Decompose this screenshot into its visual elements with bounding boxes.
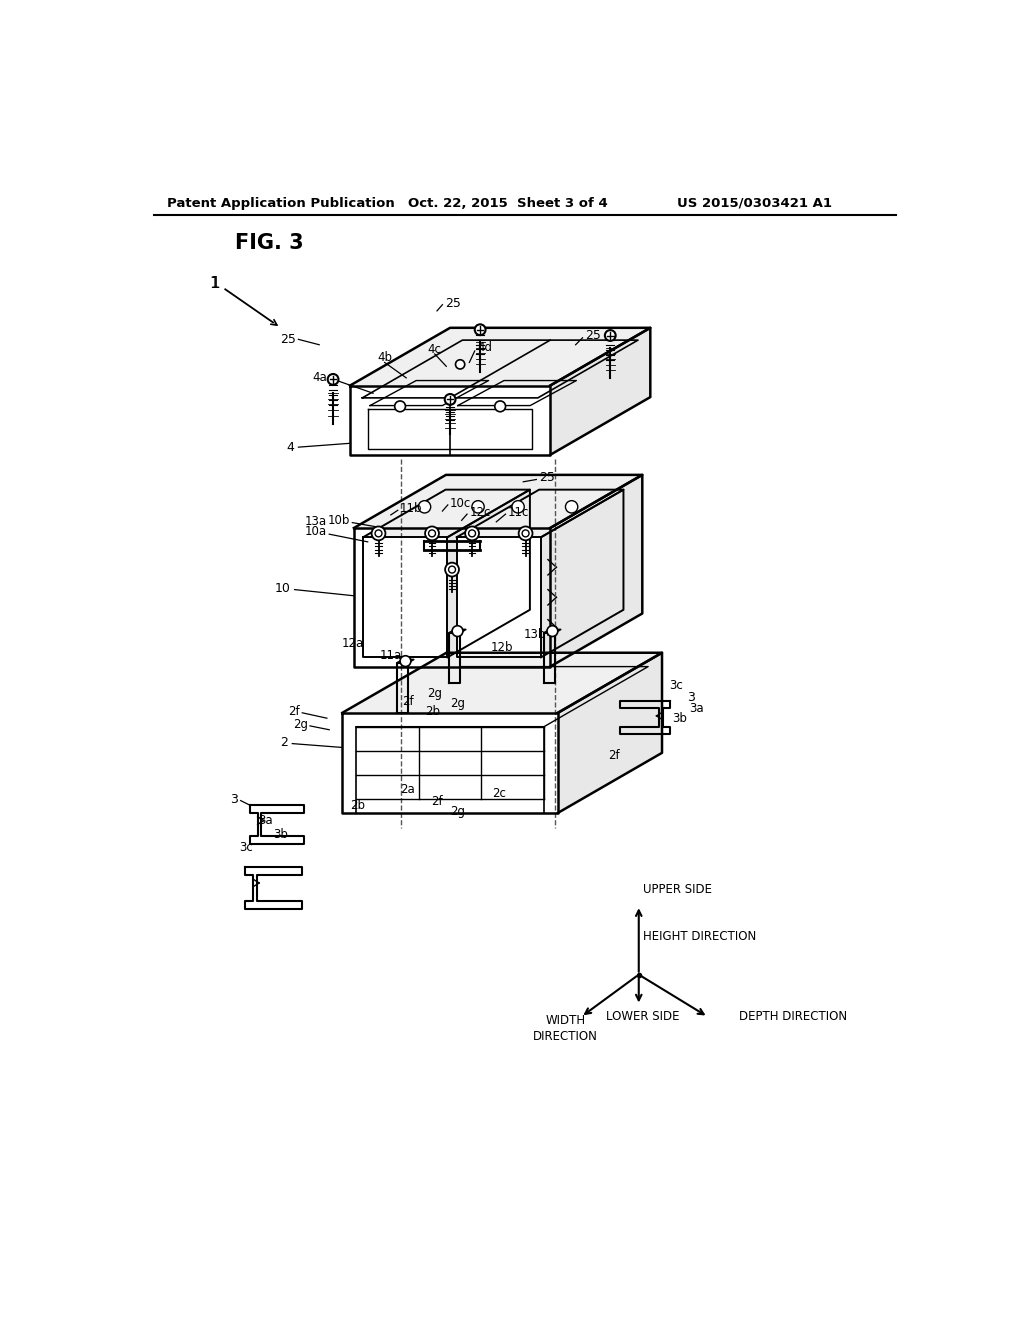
Text: 2: 2 <box>281 735 289 748</box>
Circle shape <box>400 656 411 667</box>
Circle shape <box>429 529 435 537</box>
Circle shape <box>475 325 485 335</box>
Text: 2f: 2f <box>431 795 442 808</box>
Circle shape <box>449 566 456 573</box>
Text: 11c: 11c <box>508 506 529 519</box>
Text: 3c: 3c <box>240 841 253 854</box>
Polygon shape <box>342 713 558 813</box>
Polygon shape <box>541 490 624 657</box>
Polygon shape <box>457 537 541 657</box>
Text: LOWER SIDE: LOWER SIDE <box>606 1010 679 1023</box>
Text: US 2015/0303421 A1: US 2015/0303421 A1 <box>677 197 831 210</box>
Text: HEIGHT DIRECTION: HEIGHT DIRECTION <box>643 929 756 942</box>
Text: 2g: 2g <box>451 805 465 818</box>
Circle shape <box>453 626 463 636</box>
Text: 12a: 12a <box>342 638 364 649</box>
Text: 12c: 12c <box>469 506 490 519</box>
Text: 13b: 13b <box>523 628 546 640</box>
Circle shape <box>444 395 456 405</box>
Text: WIDTH
DIRECTION: WIDTH DIRECTION <box>534 1015 598 1043</box>
Circle shape <box>518 527 532 540</box>
Text: 2g: 2g <box>427 686 442 700</box>
Polygon shape <box>550 475 642 667</box>
Polygon shape <box>354 528 550 667</box>
Text: DEPTH DIRECTION: DEPTH DIRECTION <box>739 1010 847 1023</box>
Text: 12b: 12b <box>490 640 513 653</box>
Circle shape <box>425 527 439 540</box>
Polygon shape <box>550 327 650 455</box>
Polygon shape <box>350 385 550 455</box>
Text: 13a: 13a <box>305 515 327 528</box>
Text: 3a: 3a <box>258 814 272 828</box>
Circle shape <box>419 500 431 513</box>
Text: FIG. 3: FIG. 3 <box>234 234 303 253</box>
Polygon shape <box>350 327 650 385</box>
Text: UPPER SIDE: UPPER SIDE <box>643 883 712 896</box>
Text: 11b: 11b <box>400 502 423 515</box>
Text: 4b: 4b <box>377 351 392 363</box>
Circle shape <box>472 500 484 513</box>
Polygon shape <box>364 537 447 657</box>
Text: Patent Application Publication: Patent Application Publication <box>167 197 394 210</box>
Circle shape <box>469 529 475 537</box>
Circle shape <box>328 374 339 385</box>
Text: 2b: 2b <box>350 799 366 812</box>
Text: 1: 1 <box>211 276 220 292</box>
Text: 4d: 4d <box>477 341 493 354</box>
Text: 1: 1 <box>209 276 218 292</box>
Circle shape <box>522 529 529 537</box>
Text: 2f: 2f <box>402 694 414 708</box>
Text: 4: 4 <box>287 441 295 454</box>
Circle shape <box>445 562 459 577</box>
Text: 10: 10 <box>274 582 291 594</box>
Text: 25: 25 <box>585 329 601 342</box>
Text: 25: 25 <box>281 333 296 346</box>
Text: 2f: 2f <box>608 748 620 762</box>
Circle shape <box>605 330 615 341</box>
Text: 2f: 2f <box>289 705 300 718</box>
Circle shape <box>465 527 479 540</box>
Circle shape <box>565 500 578 513</box>
Text: 4c: 4c <box>428 343 441 356</box>
Circle shape <box>456 360 465 370</box>
Text: 10c: 10c <box>451 496 471 510</box>
Text: 3: 3 <box>230 792 239 805</box>
Polygon shape <box>457 490 624 537</box>
Text: Oct. 22, 2015  Sheet 3 of 4: Oct. 22, 2015 Sheet 3 of 4 <box>408 197 607 210</box>
Circle shape <box>372 527 385 540</box>
Polygon shape <box>354 475 642 528</box>
Text: 10b: 10b <box>328 513 350 527</box>
Circle shape <box>495 401 506 412</box>
Circle shape <box>394 401 406 412</box>
Text: 4a: 4a <box>312 371 327 384</box>
Polygon shape <box>447 490 529 657</box>
Text: 3: 3 <box>687 690 695 704</box>
Text: 2c: 2c <box>493 787 506 800</box>
Text: 25: 25 <box>444 297 461 310</box>
Text: 2g: 2g <box>451 697 465 710</box>
Text: 3a: 3a <box>689 702 705 715</box>
Text: 3c: 3c <box>670 680 683 693</box>
Polygon shape <box>342 653 662 713</box>
Text: 2a: 2a <box>400 783 415 796</box>
Text: 25: 25 <box>539 471 555 484</box>
Text: 11a: 11a <box>380 648 402 661</box>
Text: 2b: 2b <box>425 705 440 718</box>
Text: 2g: 2g <box>293 718 307 731</box>
Text: 3b: 3b <box>273 828 288 841</box>
Circle shape <box>375 529 382 537</box>
Text: 10a: 10a <box>305 525 327 539</box>
Text: 3b: 3b <box>672 713 687 726</box>
Circle shape <box>547 626 558 636</box>
Polygon shape <box>364 490 529 537</box>
Polygon shape <box>558 653 662 813</box>
Circle shape <box>512 500 524 513</box>
